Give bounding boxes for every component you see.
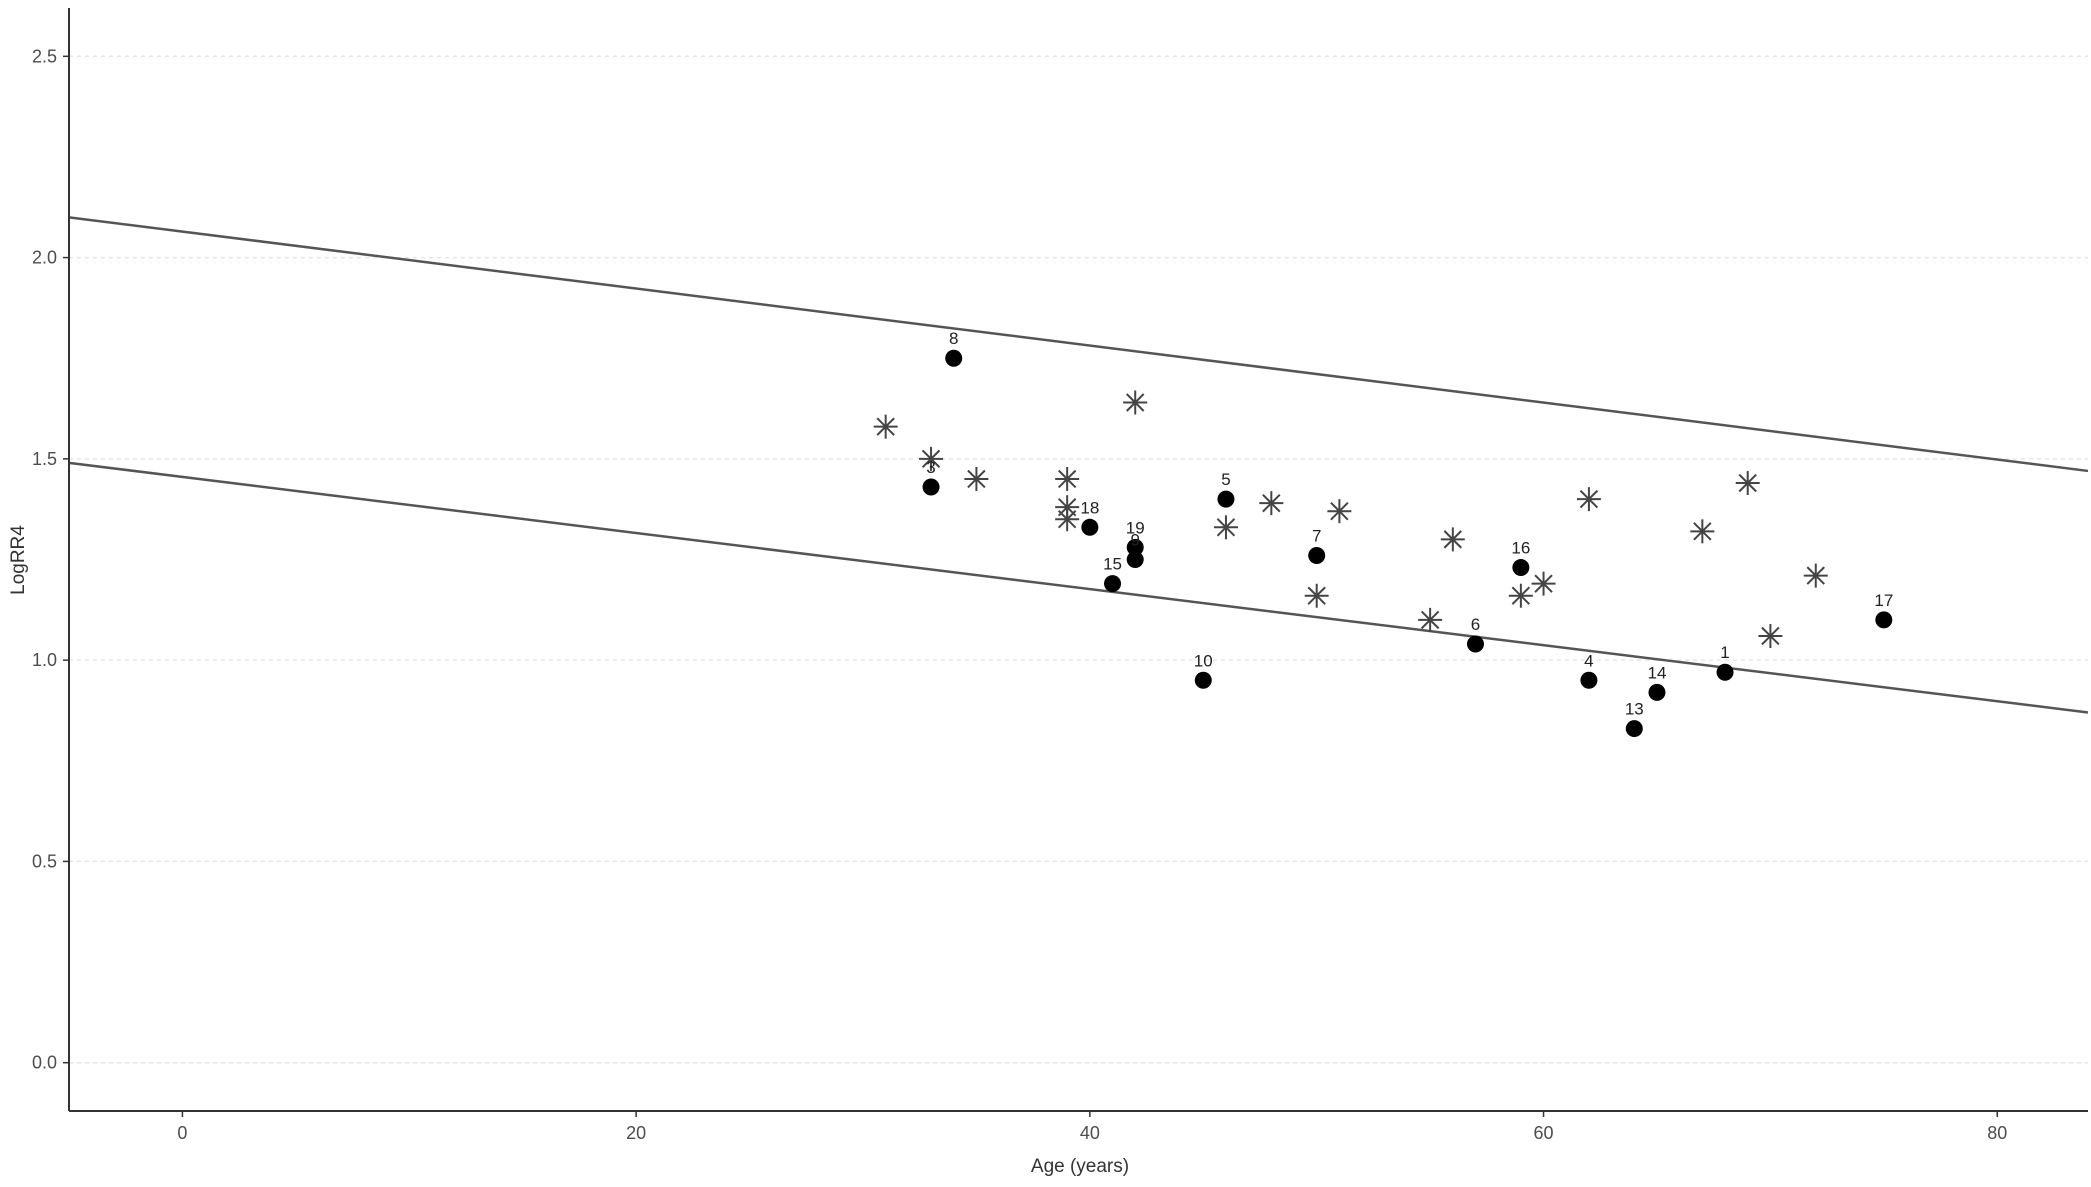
asterisk-point <box>964 466 989 491</box>
point-label: 7 <box>1312 526 1321 545</box>
point-label: 18 <box>1080 498 1099 517</box>
asterisk-point <box>1418 607 1443 632</box>
data-point <box>1194 671 1212 689</box>
y-tick-label: 2.5 <box>32 46 57 66</box>
data-point <box>1716 663 1734 681</box>
data-point <box>1126 551 1144 568</box>
asterisk-series <box>873 390 1828 648</box>
point-label: 1 <box>1720 643 1729 662</box>
data-point <box>1875 611 1893 629</box>
asterisk-point <box>1327 499 1352 524</box>
point-label: 5 <box>1221 470 1230 489</box>
point-label: 14 <box>1648 663 1667 682</box>
x-tick-label: 80 <box>1987 1123 2007 1143</box>
x-axis-label: Age (years) <box>1031 1156 1129 1177</box>
data-point <box>1625 720 1643 738</box>
gridlines <box>69 55 2088 1064</box>
x-tick-label: 60 <box>1534 1123 1554 1143</box>
upper-line <box>68 216 2089 473</box>
x-tick-label: 20 <box>626 1123 646 1143</box>
data-point <box>1126 538 1144 556</box>
asterisk-point <box>1508 583 1533 608</box>
asterisk-point <box>1213 515 1238 540</box>
point-label: 4 <box>1584 651 1593 670</box>
point-label: 19 <box>1126 518 1145 537</box>
asterisk-point <box>1735 471 1760 496</box>
asterisk-point <box>1440 527 1465 552</box>
point-label: 3 <box>926 458 935 477</box>
asterisk-point <box>1259 491 1284 516</box>
regression-lines <box>68 216 2089 714</box>
data-point <box>1580 671 1598 689</box>
y-tick-label: 2.0 <box>32 248 57 268</box>
point-label: 6 <box>1471 615 1480 634</box>
data-point <box>1308 546 1326 564</box>
x-tick-label: 0 <box>177 1123 187 1143</box>
asterisk-point <box>1123 390 1148 415</box>
point-label: 10 <box>1194 651 1213 670</box>
point-label: 9 <box>1130 531 1139 550</box>
data-point <box>1081 518 1099 536</box>
y-tick-label: 1.0 <box>32 650 57 670</box>
data-point <box>945 349 963 367</box>
ticks: 0.0 0.5 1.0 1.5 2.0 2.5 0 20 40 60 80 <box>32 46 2007 1143</box>
x-tick-label: 40 <box>1080 1123 1100 1143</box>
point-label: 16 <box>1511 539 1530 558</box>
data-point <box>1104 575 1122 593</box>
asterisk-point <box>1576 487 1601 512</box>
axes <box>68 8 2088 1112</box>
point-label: 17 <box>1874 591 1893 610</box>
asterisk-point <box>1690 519 1715 544</box>
data-point <box>922 478 940 496</box>
y-tick-label: 1.5 <box>32 449 57 469</box>
asterisk-point <box>1531 571 1556 596</box>
asterisk-point <box>1304 583 1329 608</box>
data-point <box>1648 683 1666 701</box>
lower-line <box>68 461 2089 714</box>
asterisk-point <box>1055 466 1080 491</box>
asterisk-point <box>919 446 944 471</box>
circle-series <box>922 349 1893 738</box>
y-tick-label: 0.0 <box>32 1053 57 1073</box>
data-point <box>1217 490 1235 508</box>
data-point <box>1466 635 1484 653</box>
asterisk-point <box>1758 623 1783 648</box>
data-point <box>1512 559 1530 577</box>
point-label: 8 <box>949 329 958 348</box>
asterisk-point <box>873 414 898 439</box>
asterisk-point <box>1803 563 1828 588</box>
point-label: 15 <box>1103 555 1122 574</box>
asterisk-point <box>1055 507 1080 532</box>
y-tick-label: 0.5 <box>32 851 57 871</box>
y-axis-label: LogRR4 <box>8 525 29 595</box>
point-label: 13 <box>1625 700 1644 719</box>
